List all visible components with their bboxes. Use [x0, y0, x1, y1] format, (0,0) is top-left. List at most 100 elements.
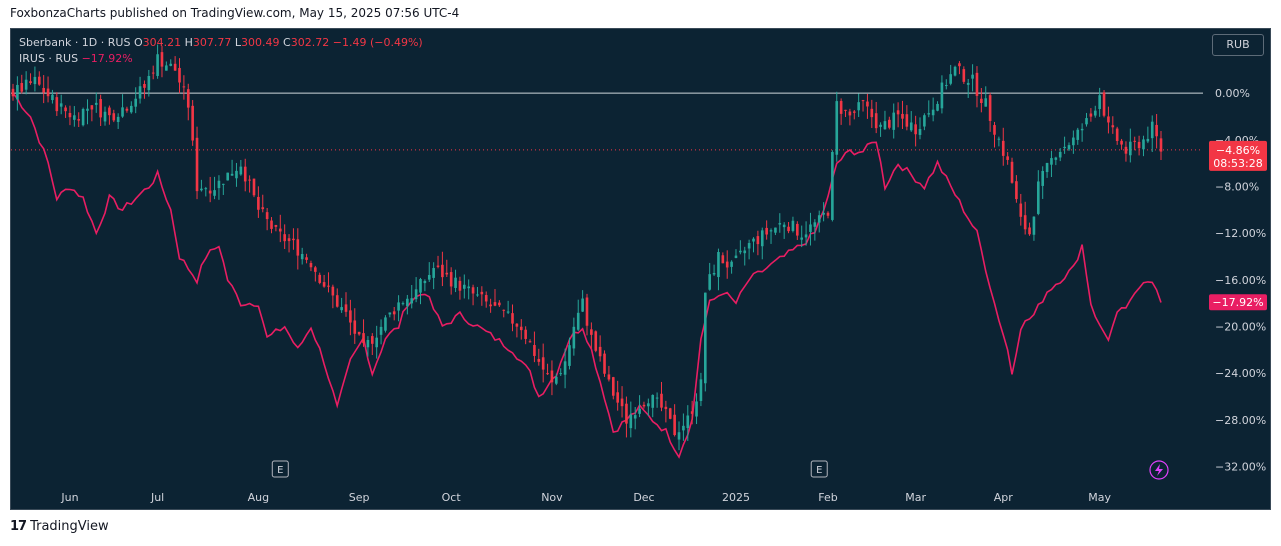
candle	[984, 86, 988, 107]
candle-body	[993, 125, 996, 135]
candle	[427, 262, 431, 282]
candle-body	[598, 346, 602, 357]
event-label: E	[816, 465, 822, 476]
candle	[857, 93, 860, 117]
candle-body	[33, 76, 37, 85]
candle-body	[147, 75, 151, 91]
candle-body	[344, 304, 348, 312]
candle	[33, 66, 37, 92]
candle	[29, 73, 32, 85]
candle	[1115, 126, 1119, 145]
candle-body	[406, 298, 409, 307]
candle	[1023, 201, 1027, 235]
candle-body	[441, 264, 444, 278]
candle-body	[660, 393, 663, 408]
candle	[94, 92, 98, 113]
candle-body	[1032, 216, 1036, 235]
candle-body	[1133, 140, 1137, 142]
candle-body	[1155, 124, 1158, 137]
candle	[1050, 150, 1053, 178]
candle-body	[528, 341, 532, 343]
candle-body	[1067, 145, 1071, 150]
candle-body	[616, 392, 619, 403]
candle-body	[546, 373, 549, 375]
candle	[655, 392, 659, 408]
candle	[511, 304, 514, 332]
candle-body	[914, 124, 917, 135]
candle	[800, 225, 804, 248]
candle-body	[1137, 141, 1141, 149]
chart-canvas[interactable]: 4.00%0.00%−4.00%−8.00%−12.00%−16.00%−20.…	[11, 29, 1272, 511]
candle	[1098, 87, 1101, 117]
legend-line-irus: IRUS · RUS −17.92%	[19, 51, 423, 67]
candle-body	[822, 212, 825, 215]
earnings-event-marker[interactable]: E	[810, 460, 828, 478]
candle-body	[826, 212, 830, 216]
y-tick-label: −28.00%	[1215, 414, 1266, 427]
candle-body	[322, 282, 326, 287]
legend-high-label: H	[184, 36, 193, 49]
footer: 17 TradingView	[10, 519, 109, 534]
candle	[852, 109, 856, 120]
candle	[322, 274, 326, 288]
candle-body	[1045, 162, 1049, 173]
candle-body	[419, 279, 422, 293]
candle-body	[226, 172, 230, 181]
lightning-icon[interactable]	[1149, 460, 1169, 480]
candle	[546, 363, 549, 375]
candle-body	[1037, 181, 1040, 214]
candle-body	[480, 291, 484, 295]
candle	[213, 176, 216, 200]
candle-body	[476, 294, 479, 296]
candle	[817, 210, 821, 233]
candle	[77, 112, 81, 128]
candle	[629, 401, 633, 438]
candle	[138, 76, 142, 104]
candle	[668, 407, 672, 420]
candle	[1015, 175, 1018, 203]
candle	[173, 56, 177, 71]
candle	[782, 222, 786, 239]
currency-button[interactable]: RUB	[1212, 34, 1264, 56]
candle	[958, 61, 961, 75]
candle-body	[125, 108, 129, 111]
candle	[927, 100, 931, 118]
candle	[278, 214, 282, 243]
candle	[99, 94, 102, 127]
candle-body	[844, 109, 847, 111]
candle-body	[46, 88, 50, 97]
candle	[300, 247, 304, 265]
chart-panel[interactable]: 4.00%0.00%−4.00%−8.00%−12.00%−16.00%−20.…	[10, 28, 1271, 510]
candle	[752, 237, 755, 253]
candle	[134, 87, 137, 114]
candle	[905, 105, 909, 131]
candle-body	[668, 408, 672, 419]
candle	[664, 400, 668, 423]
candle-body	[870, 108, 874, 118]
sber-last-price-label: −4.86%08:53:28	[1209, 140, 1267, 171]
candle	[1155, 113, 1158, 149]
candle-body	[1098, 95, 1101, 110]
candle-body	[112, 113, 116, 121]
candle-body	[296, 239, 300, 256]
candle	[774, 227, 777, 236]
candle-body	[831, 152, 834, 220]
candle-body	[1041, 170, 1045, 186]
candle-body	[625, 403, 628, 424]
candle	[186, 83, 190, 121]
candle	[874, 101, 878, 134]
earnings-event-marker[interactable]: E	[271, 460, 289, 478]
x-tick-label: Nov	[541, 491, 563, 504]
candle	[108, 105, 111, 125]
candle-body	[550, 370, 554, 383]
candle	[699, 372, 703, 407]
candle-body	[800, 237, 804, 240]
candle	[392, 306, 396, 321]
candle	[121, 94, 124, 118]
candle-body	[449, 272, 453, 287]
candle-body	[778, 223, 782, 225]
candle	[541, 343, 545, 383]
candle-body	[178, 67, 181, 83]
candle-body	[498, 302, 501, 306]
candle	[712, 264, 716, 276]
